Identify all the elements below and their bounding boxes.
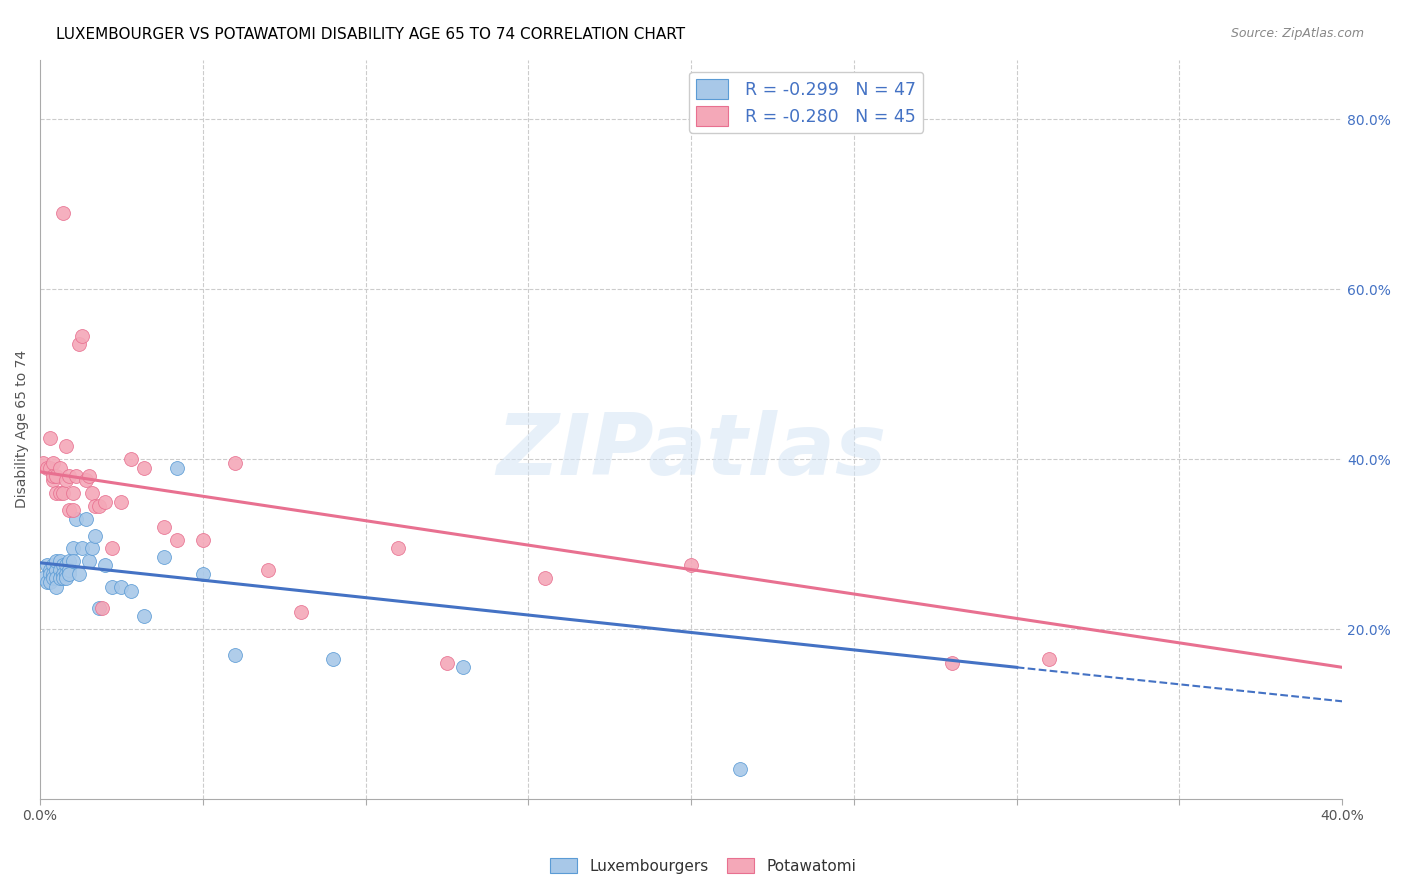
- Point: [45, 563, 67, 577]
- Point: [35, 558, 58, 573]
- Point: [322, 652, 344, 666]
- Point: [153, 520, 176, 534]
- Point: [52, 486, 75, 500]
- Point: [728, 762, 751, 776]
- Point: [84, 499, 107, 513]
- Point: [100, 580, 122, 594]
- Point: [62, 503, 84, 517]
- Point: [82, 541, 104, 556]
- Point: [48, 563, 70, 577]
- Point: [84, 528, 107, 542]
- Point: [48, 554, 70, 568]
- Point: [533, 571, 555, 585]
- Point: [100, 541, 122, 556]
- Point: [55, 473, 77, 487]
- Point: [42, 469, 65, 483]
- Point: [55, 439, 77, 453]
- Point: [153, 549, 176, 564]
- Point: [38, 431, 60, 445]
- Point: [77, 469, 100, 483]
- Point: [35, 575, 58, 590]
- Point: [65, 511, 87, 525]
- Point: [166, 460, 188, 475]
- Point: [42, 566, 65, 581]
- Point: [48, 486, 70, 500]
- Point: [48, 460, 70, 475]
- Point: [55, 558, 77, 573]
- Point: [62, 541, 84, 556]
- Point: [58, 503, 80, 517]
- Point: [65, 469, 87, 483]
- Point: [75, 511, 97, 525]
- Point: [42, 571, 65, 585]
- Text: LUXEMBOURGER VS POTAWATOMI DISABILITY AGE 65 TO 74 CORRELATION CHART: LUXEMBOURGER VS POTAWATOMI DISABILITY AG…: [56, 27, 685, 42]
- Point: [257, 563, 280, 577]
- Point: [45, 469, 67, 483]
- Point: [387, 541, 409, 556]
- Point: [52, 571, 75, 585]
- Point: [82, 486, 104, 500]
- Legend: Luxembourgers, Potawatomi: Luxembourgers, Potawatomi: [544, 852, 862, 880]
- Point: [45, 486, 67, 500]
- Point: [681, 558, 703, 573]
- Point: [120, 452, 142, 467]
- Point: [52, 566, 75, 581]
- Point: [45, 571, 67, 585]
- Point: [55, 571, 77, 585]
- Point: [87, 499, 110, 513]
- Point: [290, 605, 312, 619]
- Legend:   R = -0.299   N = 47,   R = -0.280   N = 45: R = -0.299 N = 47, R = -0.280 N = 45: [689, 72, 924, 133]
- Point: [134, 460, 156, 475]
- Point: [58, 563, 80, 577]
- Point: [58, 566, 80, 581]
- Point: [52, 205, 75, 219]
- Point: [77, 554, 100, 568]
- Point: [62, 554, 84, 568]
- Point: [941, 656, 963, 670]
- Point: [52, 558, 75, 573]
- Point: [58, 554, 80, 568]
- Point: [134, 609, 156, 624]
- Point: [48, 571, 70, 585]
- Point: [45, 580, 67, 594]
- Point: [67, 566, 90, 581]
- Point: [42, 473, 65, 487]
- Point: [75, 473, 97, 487]
- Point: [32, 456, 55, 470]
- Point: [191, 566, 214, 581]
- Point: [110, 494, 132, 508]
- Y-axis label: Disability Age 65 to 74: Disability Age 65 to 74: [15, 351, 30, 508]
- Point: [166, 533, 188, 547]
- Point: [42, 558, 65, 573]
- Point: [35, 460, 58, 475]
- Point: [45, 554, 67, 568]
- Text: Source: ZipAtlas.com: Source: ZipAtlas.com: [1230, 27, 1364, 40]
- Point: [91, 600, 114, 615]
- Point: [55, 566, 77, 581]
- Text: ZIPatlas: ZIPatlas: [496, 410, 886, 493]
- Point: [72, 541, 94, 556]
- Point: [38, 460, 60, 475]
- Point: [453, 660, 475, 674]
- Point: [87, 600, 110, 615]
- Point: [72, 328, 94, 343]
- Point: [94, 558, 117, 573]
- Point: [436, 656, 458, 670]
- Point: [38, 575, 60, 590]
- Point: [1038, 652, 1060, 666]
- Point: [224, 648, 246, 662]
- Point: [42, 456, 65, 470]
- Point: [191, 533, 214, 547]
- Point: [58, 469, 80, 483]
- Point: [120, 583, 142, 598]
- Point: [94, 494, 117, 508]
- Point: [224, 456, 246, 470]
- Point: [32, 571, 55, 585]
- Point: [67, 337, 90, 351]
- Point: [38, 563, 60, 577]
- Point: [38, 566, 60, 581]
- Point: [110, 580, 132, 594]
- Point: [62, 486, 84, 500]
